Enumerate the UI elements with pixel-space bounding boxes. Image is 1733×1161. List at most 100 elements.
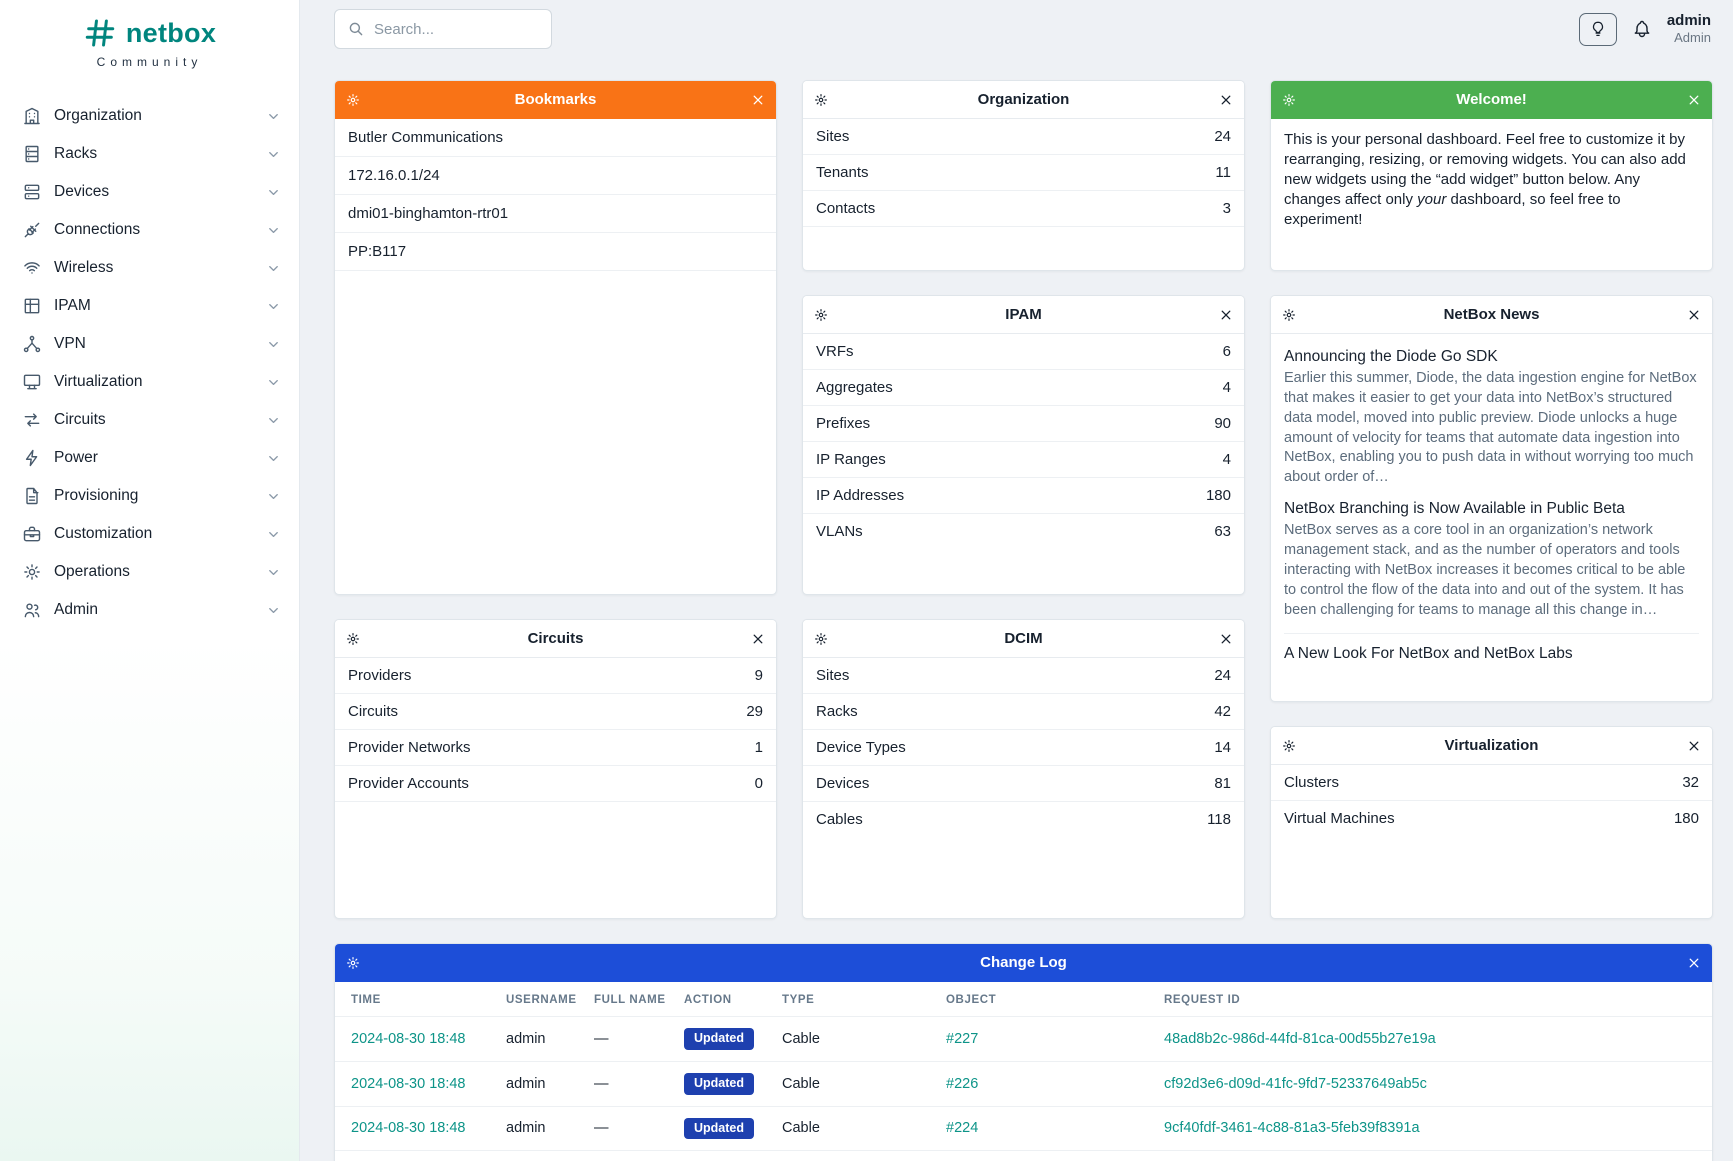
chevron-down-icon <box>266 565 281 580</box>
changelog-close-button[interactable] <box>1687 956 1701 970</box>
changelog-request-link[interactable]: 9cf40fdf-3461-4c88-81a3-5feb39f8391a <box>1164 1120 1420 1137</box>
netbox-logo[interactable]: netbox <box>0 0 299 50</box>
dcim-close-button[interactable] <box>1219 632 1233 646</box>
sidebar-item-ipam[interactable]: IPAM <box>0 287 299 325</box>
sidebar-item-power[interactable]: Power <box>0 439 299 477</box>
netbox-news-widget: NetBox News Announcing the Diode Go SDK … <box>1270 295 1713 702</box>
bookmarks-close-button[interactable] <box>751 93 765 107</box>
sidebar-item-customization[interactable]: Customization <box>0 515 299 553</box>
stat-row-virtual-machines[interactable]: Virtual Machines 180 <box>1284 810 1699 827</box>
notifications-button[interactable] <box>1632 19 1652 39</box>
sidebar-item-virtualization[interactable]: Virtualization <box>0 363 299 401</box>
welcome-config-button[interactable] <box>1282 93 1296 107</box>
stat-row-vrfs[interactable]: VRFs 6 <box>803 334 1244 370</box>
stat-row-racks[interactable]: Racks 42 <box>803 694 1244 730</box>
changelog-time-link[interactable]: 2024-08-30 18:48 <box>351 1030 466 1047</box>
stat-row-sites[interactable]: Sites 24 <box>803 658 1244 694</box>
changelog-time-link[interactable]: 2024-08-30 18:48 <box>351 1120 466 1137</box>
stat-row-clusters[interactable]: Clusters 32 <box>1271 765 1712 801</box>
power-icon <box>22 448 42 468</box>
stat-row-provider-accounts[interactable]: Provider Accounts 0 <box>335 766 776 802</box>
stat-row-sites[interactable]: Sites 24 <box>803 119 1244 155</box>
changelog-object-link[interactable]: #226 <box>946 1075 979 1092</box>
virtualization-title: Virtualization <box>1444 737 1539 754</box>
bookmark-link[interactable]: dmi01-binghamton-rtr01 <box>335 195 776 233</box>
stat-row-aggregates[interactable]: Aggregates 4 <box>803 370 1244 406</box>
changelog-type: Cable <box>766 1060 930 1106</box>
column-header-type: TYPE <box>766 982 930 1017</box>
changelog-request-link[interactable]: 48ad8b2c-986d-44fd-81ca-00d55b27e19a <box>1164 1030 1436 1047</box>
gear-icon <box>1282 739 1296 753</box>
ipam-title: IPAM <box>1005 306 1042 323</box>
stat-row-tenants[interactable]: Tenants 11 <box>803 155 1244 191</box>
changelog-config-button[interactable] <box>346 956 360 970</box>
changelog-row: 2024-08-30 18:48 admin — Updated Cable #… <box>335 1105 1712 1151</box>
dcim-config-button[interactable] <box>814 632 828 646</box>
column-header-time: TIME <box>335 982 490 1017</box>
welcome-text: This is your personal dashboard. Feel fr… <box>1284 131 1686 228</box>
stat-row-ip-ranges[interactable]: IP Ranges 4 <box>803 442 1244 478</box>
brand-subtitle: Community <box>96 55 203 69</box>
sidebar-item-circuits[interactable]: Circuits <box>0 401 299 439</box>
news-article-link[interactable]: Announcing the Diode Go SDK <box>1284 348 1498 365</box>
sidebar-item-racks[interactable]: Racks <box>0 135 299 173</box>
provisioning-icon <box>22 486 42 506</box>
stat-row-vlans[interactable]: VLANs 63 <box>816 523 1231 540</box>
search-box <box>334 9 552 49</box>
stat-row-contacts[interactable]: Contacts 3 <box>803 191 1244 227</box>
virtualization-close-button[interactable] <box>1687 739 1701 753</box>
sidebar-item-connections[interactable]: Connections <box>0 211 299 249</box>
news-article-link[interactable]: A New Look For NetBox and NetBox Labs <box>1284 633 1699 675</box>
column-header-request-id: REQUEST ID <box>1148 982 1712 1017</box>
search-input[interactable] <box>374 20 539 38</box>
news-article-link[interactable]: NetBox Branching is Now Available in Pub… <box>1284 500 1625 518</box>
welcome-close-button[interactable] <box>1687 93 1701 107</box>
bookmark-link[interactable]: 172.16.0.1/24 <box>335 157 776 195</box>
changelog-time-link[interactable]: 2024-08-30 18:48 <box>351 1075 466 1092</box>
virtualization-config-button[interactable] <box>1282 739 1296 753</box>
stat-row-device-types[interactable]: Device Types 14 <box>803 730 1244 766</box>
stat-row-provider-networks[interactable]: Provider Networks 1 <box>335 730 776 766</box>
bookmark-link[interactable]: PP:B117 <box>335 233 776 271</box>
netbox-logo-icon <box>83 16 117 50</box>
brand-name: netbox <box>125 17 217 48</box>
close-icon <box>1219 93 1233 107</box>
sidebar-item-vpn[interactable]: VPN <box>0 325 299 363</box>
bookmark-link[interactable]: Butler Communications <box>335 119 776 157</box>
changelog-full-name: — <box>578 1105 668 1151</box>
chevron-down-icon <box>266 223 281 238</box>
column-header-username: USERNAME <box>490 982 578 1017</box>
ipam-close-button[interactable] <box>1219 308 1233 322</box>
change-log-widget: Change Log TIME USERNAME FULL NAME ACTIO… <box>334 943 1713 1161</box>
stat-row-providers[interactable]: Providers 9 <box>335 658 776 694</box>
changelog-object-link[interactable]: #224 <box>946 1120 979 1137</box>
theme-toggle-button[interactable] <box>1578 12 1617 46</box>
stat-row-devices[interactable]: Devices 81 <box>803 766 1244 802</box>
organization-close-button[interactable] <box>1219 93 1233 107</box>
stat-row-ip-addresses[interactable]: IP Addresses 180 <box>803 478 1244 514</box>
stat-row-prefixes[interactable]: Prefixes 90 <box>803 406 1244 442</box>
sidebar-item-admin[interactable]: Admin <box>0 591 299 629</box>
sidebar-item-operations[interactable]: Operations <box>0 553 299 591</box>
changelog-username: admin <box>490 1060 578 1106</box>
changelog-request-link[interactable]: cf92d3e6-d09d-41fc-9fd7-52337649ab5c <box>1164 1075 1427 1092</box>
sidebar-item-wireless[interactable]: Wireless <box>0 249 299 287</box>
stat-row-cables[interactable]: Cables 118 <box>816 811 1231 828</box>
circuits-close-button[interactable] <box>751 632 765 646</box>
ipam-config-button[interactable] <box>814 308 828 322</box>
customization-icon <box>22 524 42 544</box>
chevron-down-icon <box>266 147 281 162</box>
bookmarks-config-button[interactable] <box>346 93 360 107</box>
sidebar-item-provisioning[interactable]: Provisioning <box>0 477 299 515</box>
user-menu[interactable]: admin Admin <box>1667 12 1711 46</box>
circuits-config-button[interactable] <box>346 632 360 646</box>
sidebar-item-organization[interactable]: Organization <box>0 97 299 135</box>
news-config-button[interactable] <box>1282 308 1296 322</box>
changelog-row: 2024-08-30 18:47 admin — Updated Cable #… <box>335 1150 1712 1161</box>
stat-row-circuits[interactable]: Circuits 29 <box>335 694 776 730</box>
news-close-button[interactable] <box>1687 308 1701 322</box>
changelog-object-link[interactable]: #227 <box>946 1030 979 1047</box>
chevron-down-icon <box>266 527 281 542</box>
sidebar-item-devices[interactable]: Devices <box>0 173 299 211</box>
organization-config-button[interactable] <box>814 93 828 107</box>
